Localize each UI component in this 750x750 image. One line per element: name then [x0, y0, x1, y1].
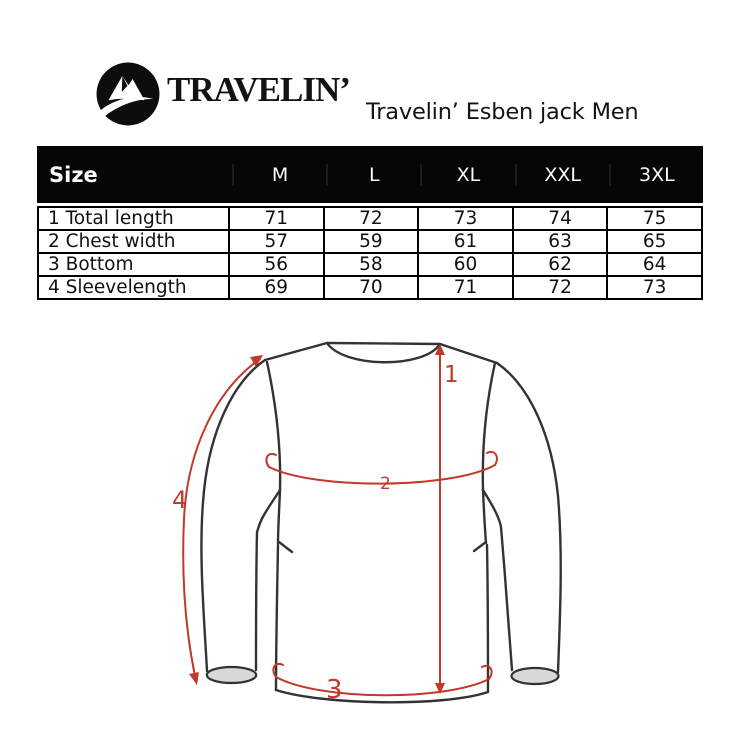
- cell: 72: [322, 206, 420, 231]
- size-col-3xl: 3XL: [608, 163, 703, 186]
- table-row-bottom: 3 Bottom 56 58 60 62 64: [37, 252, 703, 277]
- cell: 71: [417, 275, 514, 300]
- sleeve-length-arrow: 4: [172, 355, 263, 685]
- cell: 58: [322, 252, 420, 277]
- cell: 57: [228, 229, 325, 254]
- size-table: Size M L XL XXL 3XL 1 Total length 71 72…: [37, 146, 703, 300]
- size-col-m: M: [232, 163, 326, 186]
- cell: 70: [322, 275, 420, 300]
- cell: 56: [228, 252, 325, 277]
- cell: 73: [417, 206, 514, 231]
- row-label: 4 Sleevelength: [37, 275, 230, 300]
- size-header-label: Size: [49, 162, 98, 187]
- cell: 64: [606, 252, 703, 277]
- table-row-total-length: 1 Total length 71 72 73 74 75: [37, 206, 703, 231]
- size-table-body: 1 Total length 71 72 73 74 75 2 Chest wi…: [37, 206, 703, 300]
- shirt-outline: [200, 341, 562, 704]
- cell: 61: [417, 229, 514, 254]
- total-length-arrow: 1: [435, 344, 459, 694]
- right-cuff: [510, 666, 560, 686]
- bottom-width-arrow: 3: [272, 663, 493, 705]
- product-title: Travelin’ Esben jack Men: [366, 99, 639, 125]
- size-col-xxl: XXL: [514, 163, 609, 186]
- measure-label-1: 1: [444, 362, 459, 388]
- cell: 65: [606, 229, 703, 254]
- cell: 62: [511, 252, 609, 277]
- measure-label-4: 4: [172, 486, 187, 514]
- size-col-xl: XL: [420, 163, 514, 186]
- cell: 63: [511, 229, 609, 254]
- row-label: 2 Chest width: [37, 229, 230, 254]
- left-cuff: [205, 665, 258, 685]
- cell: 72: [511, 275, 609, 300]
- cell: 59: [322, 229, 420, 254]
- cell: 71: [228, 206, 325, 231]
- cell: 75: [606, 206, 703, 231]
- size-col-l: L: [326, 163, 420, 186]
- travelin-logo-icon: [96, 62, 160, 126]
- shirt-measurement-diagram: 1 2 3 4: [172, 341, 562, 705]
- cell: 69: [228, 275, 325, 300]
- chest-width-arrow: 2: [265, 451, 498, 494]
- cell: 74: [511, 206, 609, 231]
- brand-wordmark: TRAVELIN’: [167, 70, 351, 109]
- table-row-chest-width: 2 Chest width 57 59 61 63 65: [37, 229, 703, 254]
- cell: 60: [417, 252, 514, 277]
- measure-label-3: 3: [326, 675, 343, 705]
- size-table-header-row: Size M L XL XXL 3XL: [37, 146, 703, 203]
- row-label: 1 Total length: [37, 206, 230, 231]
- measure-label-2: 2: [380, 474, 391, 494]
- table-row-sleevelength: 4 Sleevelength 69 70 71 72 73: [37, 275, 703, 300]
- row-label: 3 Bottom: [37, 252, 230, 277]
- cell: 73: [606, 275, 703, 300]
